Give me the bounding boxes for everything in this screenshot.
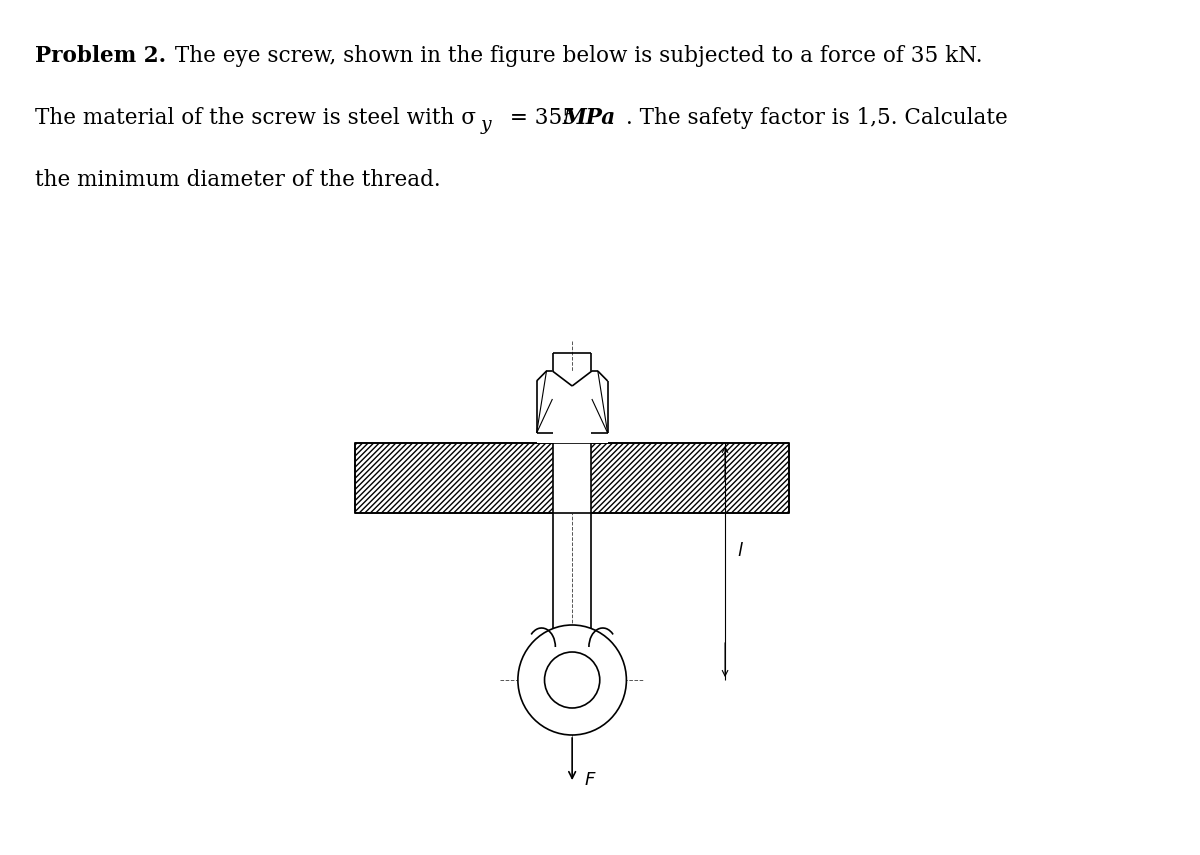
Text: MPa: MPa xyxy=(563,107,616,129)
Text: $l$: $l$ xyxy=(737,543,744,561)
Bar xyxy=(536,371,607,443)
Text: . The safety factor is 1,5. Calculate: . The safety factor is 1,5. Calculate xyxy=(626,107,1008,129)
Text: = 355: = 355 xyxy=(503,107,583,129)
Text: The material of the screw is steel with σ: The material of the screw is steel with … xyxy=(35,107,475,129)
Text: $F$: $F$ xyxy=(584,771,596,789)
Bar xyxy=(553,442,590,514)
Text: y: y xyxy=(480,116,491,134)
Text: the minimum diameter of the thread.: the minimum diameter of the thread. xyxy=(35,169,440,191)
Text: The eye screw, shown in the figure below is subjected to a force of 35 kN.: The eye screw, shown in the figure below… xyxy=(168,45,982,67)
Bar xyxy=(355,443,790,513)
Bar xyxy=(355,443,790,513)
Circle shape xyxy=(518,625,626,735)
Text: Problem 2.: Problem 2. xyxy=(35,45,166,67)
